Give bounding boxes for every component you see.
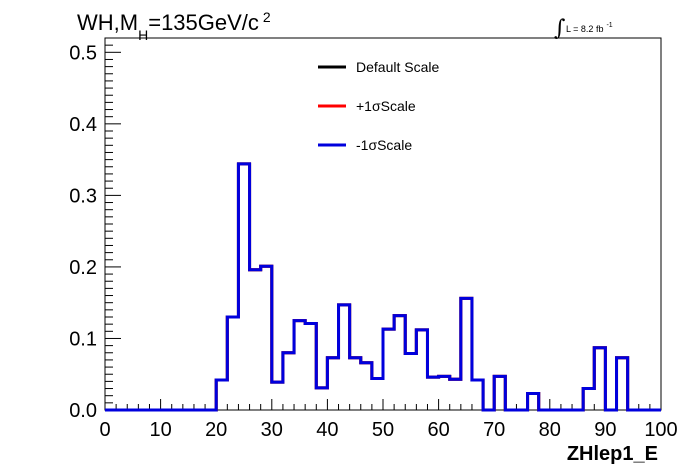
x-tick-label: 100 (644, 419, 677, 441)
y-tick-label: 0.0 (69, 400, 97, 422)
legend-label-plus1sigma: +1σScale (356, 98, 416, 114)
x-tick-label: 60 (427, 419, 449, 441)
x-tick-label: 70 (483, 419, 505, 441)
luminosity-text: L = 8.2 fb (566, 24, 603, 34)
x-tick-label: 10 (149, 419, 171, 441)
luminosity-superscript: -1 (606, 22, 612, 29)
legend: Default Scale +1σScale -1σScale (318, 59, 439, 153)
title-main: WH,M (77, 10, 138, 35)
title-subscript: H (138, 27, 148, 43)
x-tick-label: 50 (372, 419, 394, 441)
series-line-2 (105, 162, 661, 412)
luminosity-integral-symbol: ∫ (554, 16, 566, 41)
title-rest: =135GeV/c (148, 10, 259, 35)
tick-labels: 0 10 20 30 40 50 60 70 80 90 100 0.0 0.1 0.2 0.3 0.4 0.5 (69, 42, 678, 441)
luminosity-label: L = 8.2 fb -1 (566, 22, 613, 34)
y-tick-label: 0.3 (69, 185, 97, 207)
y-tick-label: 0.1 (69, 328, 97, 350)
legend-label-default: Default Scale (356, 59, 439, 75)
x-tick-label: 40 (316, 419, 338, 441)
title-superscript: 2 (263, 9, 271, 25)
x-tick-label: 20 (205, 419, 227, 441)
x-tick-label: 90 (594, 419, 616, 441)
y-tick-label: 0.2 (69, 257, 97, 279)
series-layer (105, 162, 661, 412)
chart-title: WH,MH=135GeV/c 2 (77, 9, 271, 43)
y-tick-label: 0.5 (69, 42, 97, 64)
legend-label-minus1sigma: -1σScale (356, 137, 412, 153)
x-tick-label: 0 (99, 419, 110, 441)
y-tick-label: 0.4 (69, 114, 97, 136)
x-tick-label: 80 (539, 419, 561, 441)
x-tick-label: 30 (261, 419, 283, 441)
x-axis-label: ZHlep1_E (567, 443, 658, 465)
